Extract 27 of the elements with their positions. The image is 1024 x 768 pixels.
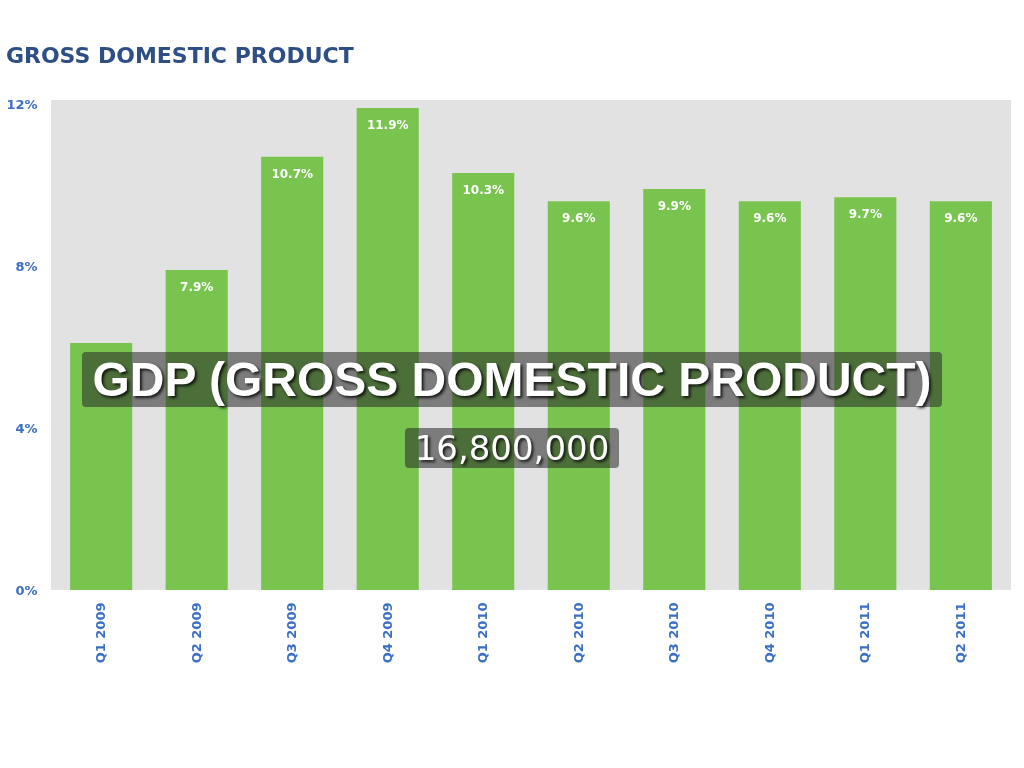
data-label: 10.3%	[462, 182, 505, 197]
y-tick-label: 12%	[6, 96, 38, 112]
x-tick-label: Q4 2009	[379, 602, 395, 664]
data-label: 9.6%	[562, 211, 596, 226]
data-label: 9.7%	[848, 207, 882, 222]
y-tick-label: 0%	[15, 582, 38, 598]
data-label: 9.9%	[657, 199, 691, 214]
x-tick-label: Q3 2010	[666, 602, 682, 664]
chart-title: GROSS DOMESTIC PRODUCT	[5, 43, 354, 69]
data-label: 10.7%	[271, 166, 314, 181]
x-tick-label: Q1 2011	[857, 602, 873, 664]
data-label: 9.6%	[753, 211, 787, 226]
y-tick-label: 4%	[15, 420, 38, 436]
annotation: 16,800,000	[404, 428, 620, 468]
x-tick-label: Q3 2009	[284, 602, 300, 664]
x-tick-label: Q2 2010	[570, 602, 586, 664]
x-tick-label: Q4 2010	[761, 602, 777, 664]
annotation: GDP (GROSS DOMESTIC PRODUCT)	[82, 352, 942, 407]
data-label: 11.9%	[366, 118, 409, 133]
bar	[929, 201, 992, 590]
x-tick-label: Q2 2011	[952, 602, 968, 664]
data-label: 9.6%	[944, 211, 978, 226]
x-tick-label: Q2 2009	[188, 602, 204, 664]
x-tick-label: Q1 2010	[475, 602, 491, 664]
data-label: 7.9%	[180, 280, 214, 295]
x-tick-label: Q1 2009	[93, 602, 109, 664]
y-tick-label: 8%	[15, 258, 38, 274]
